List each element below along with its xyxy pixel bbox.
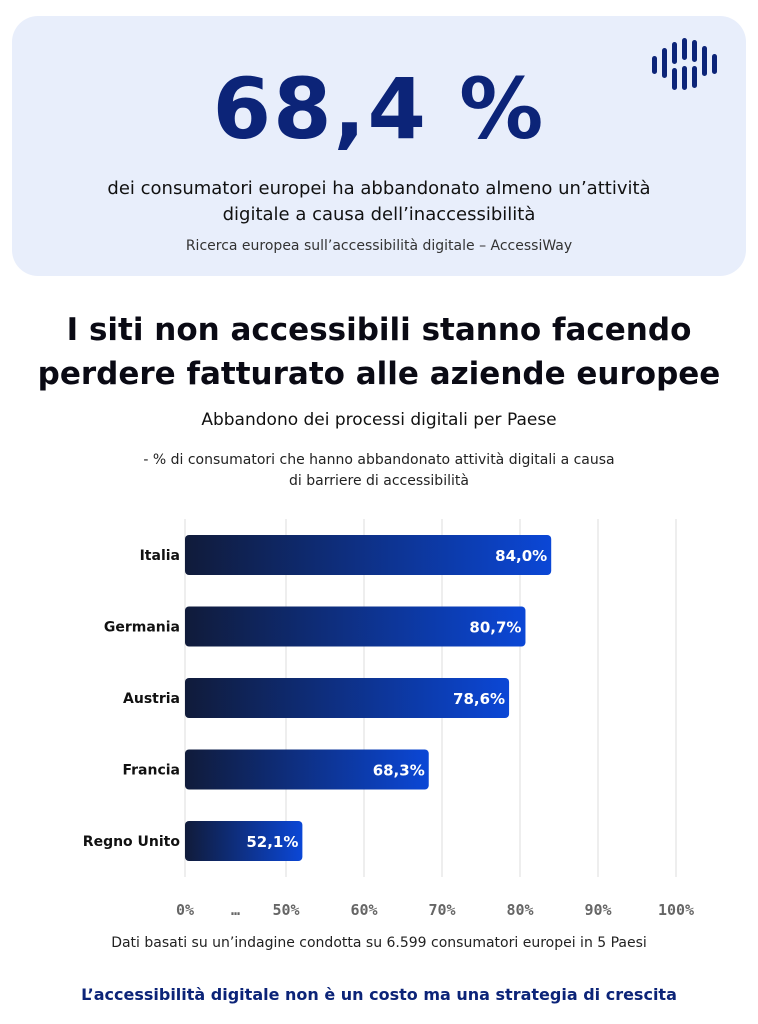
value-label: 52,1% bbox=[246, 833, 298, 851]
chart-subtitle-line1: - % di consumatori che hanno abbandonato… bbox=[143, 452, 615, 468]
value-label: 84,0% bbox=[495, 547, 547, 565]
category-label: Regno Unito bbox=[83, 834, 181, 850]
x-tick-label: 0% bbox=[176, 901, 194, 919]
hero-description-line1: dei consumatori europei ha abbandonato a… bbox=[107, 178, 651, 199]
chart-subtitle: - % di consumatori che hanno abbandonato… bbox=[120, 450, 638, 492]
category-label: Austria bbox=[123, 691, 180, 707]
footnote: Dati basati su un’indagine condotta su 6… bbox=[111, 935, 647, 951]
x-tick-label: 100% bbox=[658, 901, 694, 919]
category-label: Francia bbox=[122, 763, 180, 779]
bar bbox=[185, 749, 429, 790]
value-label: 78,6% bbox=[453, 690, 505, 708]
bar bbox=[185, 535, 552, 575]
bar bbox=[185, 678, 510, 718]
value-label: 80,7% bbox=[469, 619, 521, 637]
hero-description: dei consumatori europei ha abbandonato a… bbox=[12, 176, 746, 228]
chart-subtitle-line2: di barriere di accessibilità bbox=[289, 473, 469, 489]
x-tick-label: 90% bbox=[584, 901, 611, 919]
hero-card: 68,4 % dei consumatori europei ha abband… bbox=[12, 16, 746, 276]
x-tick-label: 80% bbox=[506, 901, 533, 919]
hero-description-line2: digitale a causa dell’inaccessibilità bbox=[222, 204, 536, 225]
bar bbox=[185, 606, 526, 647]
headline-line2: perdere fatturato alle aziende europee bbox=[37, 356, 721, 392]
value-label: 68,3% bbox=[373, 762, 425, 780]
headline: I siti non accessibili stanno facendo pe… bbox=[0, 308, 758, 396]
category-label: Germania bbox=[104, 620, 180, 636]
wave-bars-icon bbox=[652, 38, 717, 90]
x-tick-label: … bbox=[231, 901, 240, 919]
tagline: L’accessibilità digitale non è un costo … bbox=[81, 985, 677, 1004]
headline-line1: I siti non accessibili stanno facendo bbox=[66, 312, 692, 348]
bar bbox=[185, 821, 303, 861]
hero-stat: 68,4 % bbox=[212, 60, 546, 158]
hero-source: Ricerca europea sull’accessibilità digit… bbox=[185, 238, 573, 254]
chart-title: Abbandono dei processi digitali per Paes… bbox=[201, 410, 557, 430]
x-tick-label: 50% bbox=[272, 901, 299, 919]
x-tick-label: 60% bbox=[350, 901, 377, 919]
category-label: Italia bbox=[140, 548, 180, 564]
bar-chart: Italia 84,0% Germania 80,7% Austria 78,6% Fran… bbox=[83, 519, 694, 919]
x-tick-label: 70% bbox=[428, 901, 455, 919]
